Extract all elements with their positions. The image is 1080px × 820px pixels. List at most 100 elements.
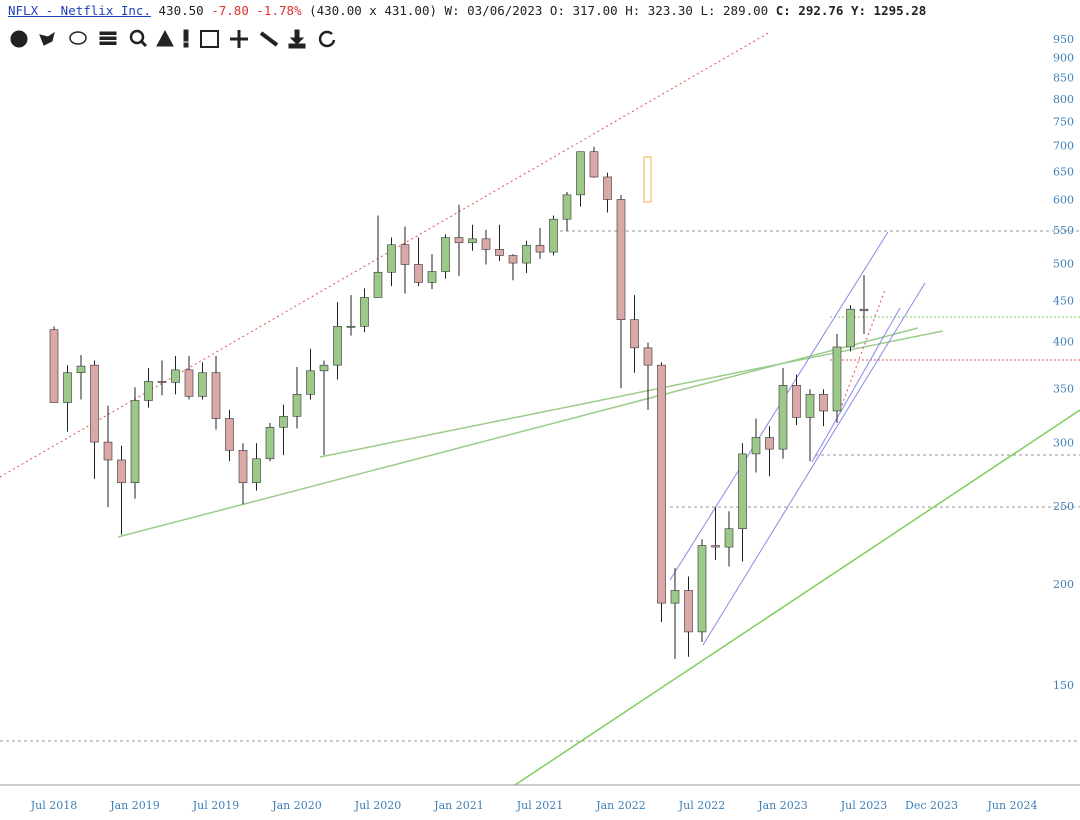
x-tick-label: Jan 2021 [433,799,484,812]
candle-body [427,271,437,283]
candle-body [184,369,194,397]
change-pct: -1.78% [256,3,302,18]
tool-zoom[interactable] [129,29,145,45]
candle-body [549,218,558,253]
candle-body [670,590,680,604]
candle-body [603,176,612,200]
trend-line [839,289,886,411]
candle-body [765,437,774,450]
candle-body [481,238,491,250]
y-tick-label: 950 [1053,33,1074,46]
y-tick-label: 500 [1053,257,1074,270]
x-tick-label: Jan 2019 [109,799,160,812]
candle-body [535,245,545,253]
tool-zoom [139,39,148,48]
candle-body [373,271,383,298]
candle-body [333,326,342,366]
quote-header: NFLX - Netflix Inc. 430.50 -7.80 -1.78% … [8,3,926,18]
change: -7.80 [211,3,249,18]
trend-line [117,327,919,538]
candle-body [103,441,113,461]
tool-calendar[interactable] [200,30,219,48]
y-tick-label: 550 [1053,224,1074,237]
tool-list[interactable] [99,31,117,35]
x-tick-label: Jul 2022 [678,799,726,812]
tool-move[interactable] [230,30,248,48]
candle-body [846,308,855,348]
low: L: 289.00 [700,3,769,18]
candle-body [643,347,653,366]
candle-body [252,458,261,484]
candle-body [414,264,423,283]
tool-dashboard[interactable] [10,30,28,48]
candle-body [792,385,801,418]
tool-download[interactable] [288,29,306,49]
y-tick-label: 650 [1053,166,1074,179]
channel-line [702,282,926,646]
candle-body [225,418,234,451]
tool-alert [183,42,189,48]
candle-body [171,369,180,383]
candle-body [468,238,477,244]
candle-body [117,459,126,484]
tool-refresh[interactable] [318,30,336,48]
candle-body [279,416,288,428]
candle-body [738,453,747,530]
date: W: 03/06/2023 [444,3,543,18]
x-tick-label: Jul 2021 [516,799,564,812]
candle-body [144,381,153,401]
tool-alert[interactable] [183,29,189,42]
candle-body [657,364,666,604]
candle-body [724,528,734,548]
trend-line [514,409,1080,786]
trend-line [319,330,944,458]
candle-body [832,346,842,412]
x-tick-label: Jul 2018 [30,799,78,812]
candle-body [616,199,626,321]
tool-list [99,41,117,45]
y-tick-label: 700 [1053,140,1074,153]
y-tick-label: 300 [1053,436,1074,449]
candle-body [292,394,302,417]
tool-draw[interactable] [156,29,174,47]
y-tick-label: 600 [1053,194,1074,207]
candle-body [684,590,693,633]
y-tick-label: 250 [1053,500,1074,513]
x-tick-label: Jul 2023 [840,799,888,812]
candle-body [130,400,140,484]
tool-comment[interactable] [69,31,87,45]
y-tick-label: 800 [1053,93,1074,106]
candle-body [360,297,369,327]
x-tick-label: Jul 2020 [354,799,402,812]
y-tick-label: 750 [1053,116,1074,129]
x-tick-label: Jul 2019 [192,799,240,812]
candle-body [346,326,356,328]
candle-body [265,426,275,460]
candle-body [778,385,788,450]
candle-body [630,319,639,349]
tool-list [99,36,117,40]
candle-body [508,255,518,264]
x-tick-label: Jan 2023 [757,799,808,812]
candle-body [589,151,599,178]
toolbar [10,29,336,49]
candle-body [306,370,315,395]
tool-link[interactable] [259,31,279,47]
candle-body [441,237,450,272]
x-tick-label: Dec 2023 [905,799,958,812]
drawings [0,31,1080,786]
symbol[interactable]: NFLX - Netflix Inc. [8,3,151,18]
y-tick-label: 350 [1053,382,1074,395]
candle-body [198,372,207,397]
candle-body [76,365,86,374]
last: 430.50 [158,3,204,18]
year: Y: 1295.28 [850,3,927,18]
candle-body [805,394,815,418]
candle-body [211,372,221,419]
x-tick-label: Jun 2024 [986,799,1037,812]
high: H: 323.30 [625,3,693,18]
tool-twitter[interactable] [39,31,55,46]
y-tick-label: 400 [1053,336,1074,349]
candle-body [157,381,167,383]
